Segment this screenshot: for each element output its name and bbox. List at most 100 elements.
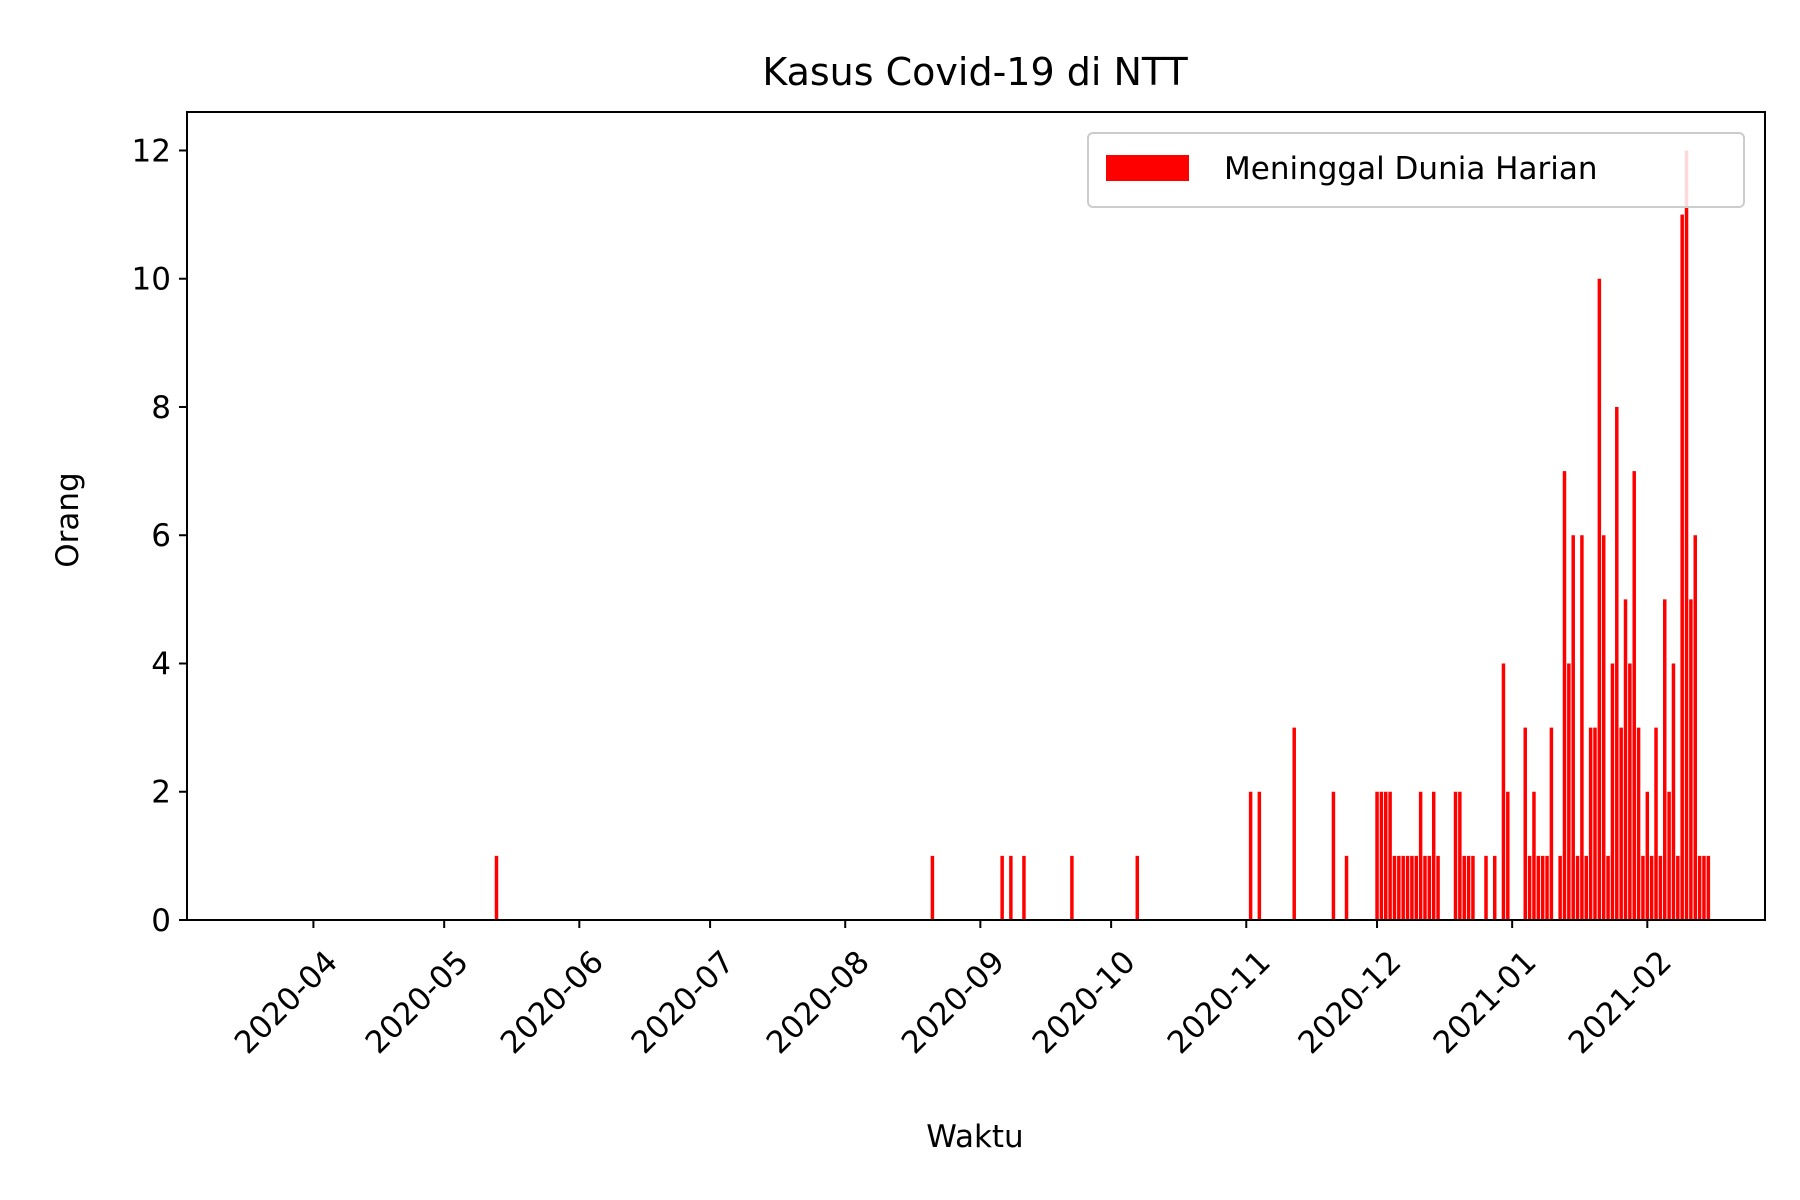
bar xyxy=(1501,663,1506,920)
x-tick-label: 2021-02 xyxy=(1562,944,1679,1061)
bar xyxy=(1405,855,1410,920)
bar xyxy=(1567,663,1571,920)
x-tick-label: 2020-11 xyxy=(1161,944,1278,1061)
y-tick-label: 10 xyxy=(132,262,171,298)
bar xyxy=(1706,855,1711,920)
bar xyxy=(1536,855,1541,920)
bar xyxy=(1689,599,1693,920)
bar xyxy=(1506,791,1510,920)
bar xyxy=(1388,791,1392,920)
bar xyxy=(1658,855,1663,920)
bar xyxy=(1453,791,1458,920)
bar xyxy=(1645,791,1650,920)
y-tick-label: 4 xyxy=(151,646,171,682)
bar xyxy=(1680,214,1684,921)
y-tick-label: 6 xyxy=(151,518,171,554)
y-tick-label: 2 xyxy=(151,775,171,811)
bar xyxy=(1623,599,1628,920)
bar xyxy=(1344,855,1349,920)
bar xyxy=(1292,727,1296,920)
bar xyxy=(1331,791,1336,920)
x-axis-label: Waktu xyxy=(926,1119,1023,1155)
bar xyxy=(1070,855,1074,920)
bar xyxy=(1636,727,1641,920)
bar xyxy=(1257,791,1262,920)
bar xyxy=(1597,278,1602,921)
bar xyxy=(1414,855,1419,920)
legend-entry-label: Meninggal Dunia Harian xyxy=(1224,151,1597,187)
bar xyxy=(1628,663,1632,920)
bar xyxy=(1584,855,1589,920)
bar xyxy=(1397,855,1401,920)
bar xyxy=(1593,727,1597,920)
plot-area-frame xyxy=(186,111,1766,921)
bar xyxy=(1009,855,1013,920)
bar xyxy=(1615,406,1619,921)
bar xyxy=(1558,855,1562,920)
bar xyxy=(1527,855,1532,920)
bar xyxy=(1000,855,1004,920)
bar xyxy=(1545,855,1549,920)
bar xyxy=(1392,855,1397,920)
x-tick-label: 2020-07 xyxy=(625,944,742,1061)
bar xyxy=(1575,855,1580,920)
bar xyxy=(1423,855,1427,920)
legend-frame xyxy=(1087,132,1745,208)
x-tick-label: 2021-01 xyxy=(1427,944,1544,1061)
bar xyxy=(1663,599,1667,920)
bar xyxy=(1471,855,1475,920)
bar xyxy=(1540,855,1545,920)
bar xyxy=(1693,535,1697,920)
bar xyxy=(1549,727,1554,920)
x-tick-label: 2020-12 xyxy=(1291,944,1408,1061)
bar xyxy=(1484,855,1488,920)
bar xyxy=(1431,791,1436,920)
bar xyxy=(1649,855,1654,920)
x-tick-label: 2020-08 xyxy=(760,944,877,1061)
y-tick-label: 8 xyxy=(151,390,171,426)
bar xyxy=(1606,855,1610,920)
bar xyxy=(1410,855,1414,920)
bar xyxy=(1401,855,1405,920)
x-tick-label: 2020-05 xyxy=(359,944,476,1061)
bar xyxy=(1588,727,1593,920)
chart-title: Kasus Covid-19 di NTT xyxy=(762,50,1188,94)
bar xyxy=(1532,791,1536,920)
bar xyxy=(1601,535,1606,920)
bar xyxy=(1684,150,1689,921)
bar xyxy=(1562,471,1567,920)
x-tick-label: 2020-06 xyxy=(494,944,611,1061)
bar xyxy=(1384,791,1388,920)
bar xyxy=(1135,855,1140,920)
bar xyxy=(494,855,499,920)
bar xyxy=(930,855,935,920)
y-axis-label: Orang xyxy=(50,472,86,567)
x-tick-label: 2020-09 xyxy=(895,944,1012,1061)
bar xyxy=(1619,727,1623,920)
y-tick-label: 12 xyxy=(132,133,171,169)
y-axis: 0 2 4 6 8 10 12 xyxy=(132,133,187,939)
bar xyxy=(1458,791,1462,920)
bar xyxy=(1436,855,1440,920)
bar xyxy=(1492,855,1497,920)
legend-swatch xyxy=(1106,155,1189,181)
bar xyxy=(1248,791,1253,920)
bar-group xyxy=(494,150,1711,921)
bar xyxy=(1466,855,1471,920)
bar xyxy=(1610,663,1615,920)
y-tick-label: 0 xyxy=(151,903,171,939)
bar xyxy=(1641,855,1645,920)
bar xyxy=(1654,727,1658,920)
bar xyxy=(1676,855,1680,920)
bar xyxy=(1418,791,1423,920)
x-tick-label: 2020-10 xyxy=(1026,944,1143,1061)
x-tick-label: 2020-04 xyxy=(228,944,345,1061)
bar xyxy=(1580,535,1584,920)
bar xyxy=(1667,791,1671,920)
legend: Meninggal Dunia Harian xyxy=(1087,132,1745,208)
bar xyxy=(1022,855,1026,920)
bar xyxy=(1462,855,1466,920)
bar xyxy=(1697,855,1702,920)
